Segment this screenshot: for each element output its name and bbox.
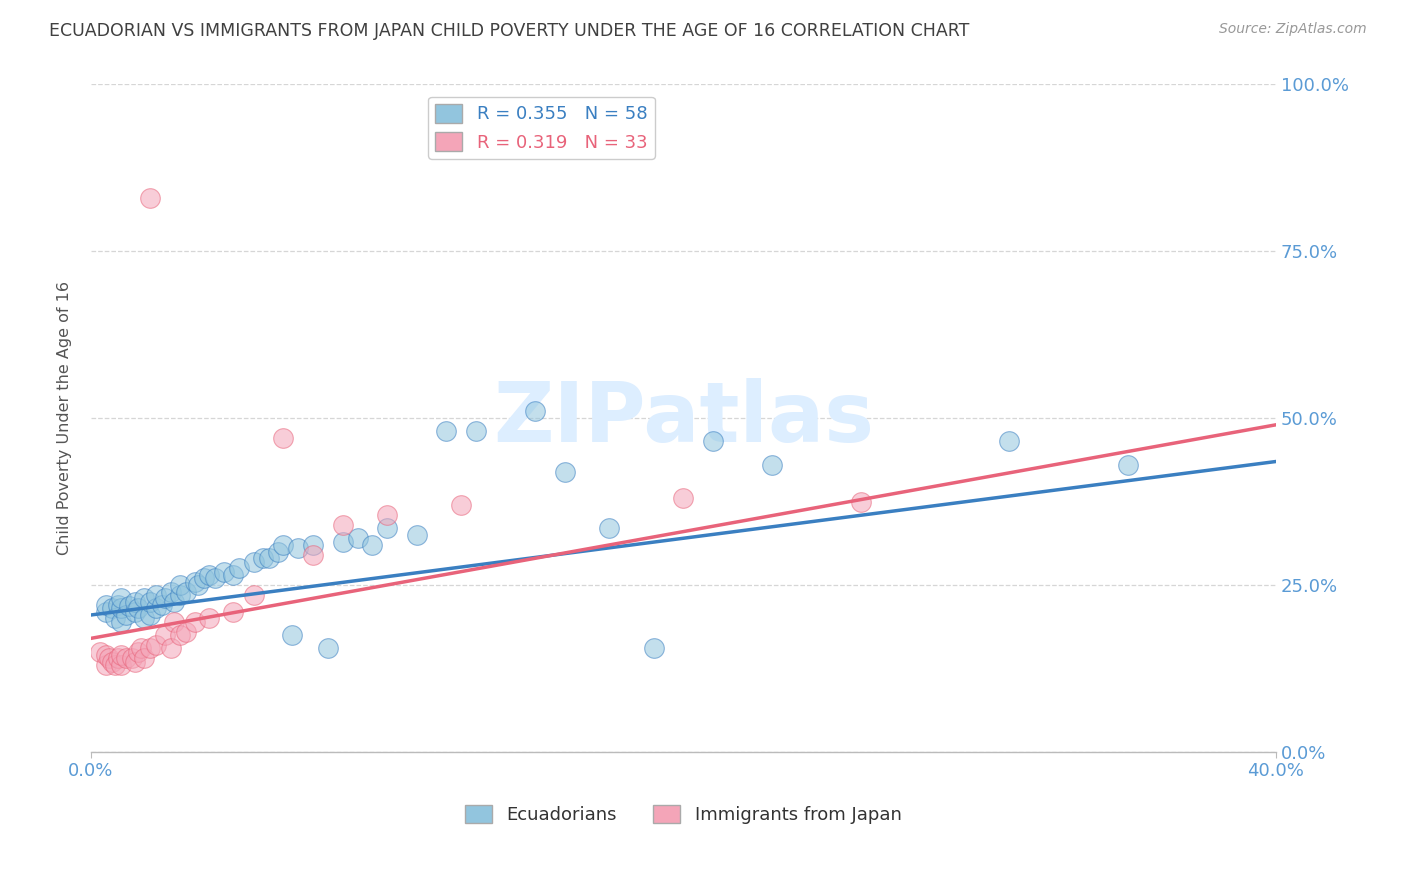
Point	[598, 521, 620, 535]
Point	[94, 648, 117, 662]
Point	[198, 568, 221, 582]
Point	[273, 538, 295, 552]
Point	[134, 651, 156, 665]
Point	[94, 605, 117, 619]
Point	[287, 541, 309, 556]
Point	[169, 628, 191, 642]
Point	[1116, 458, 1139, 472]
Point	[107, 651, 129, 665]
Point	[134, 591, 156, 606]
Point	[134, 611, 156, 625]
Point	[554, 465, 576, 479]
Y-axis label: Child Poverty Under the Age of 16: Child Poverty Under the Age of 16	[58, 281, 72, 555]
Point	[436, 425, 458, 439]
Point	[94, 598, 117, 612]
Point	[139, 607, 162, 622]
Point	[139, 594, 162, 608]
Point	[127, 601, 149, 615]
Point	[127, 645, 149, 659]
Point	[139, 641, 162, 656]
Point	[672, 491, 695, 506]
Point	[346, 531, 368, 545]
Point	[89, 645, 111, 659]
Point	[169, 578, 191, 592]
Point	[169, 588, 191, 602]
Point	[107, 598, 129, 612]
Point	[266, 544, 288, 558]
Point	[110, 658, 132, 673]
Point	[97, 651, 120, 665]
Point	[332, 534, 354, 549]
Point	[375, 508, 398, 522]
Point	[332, 517, 354, 532]
Point	[257, 551, 280, 566]
Point	[222, 605, 245, 619]
Point	[465, 425, 488, 439]
Point	[160, 641, 183, 656]
Point	[281, 628, 304, 642]
Point	[104, 658, 127, 673]
Point	[243, 555, 266, 569]
Text: ZIPatlas: ZIPatlas	[494, 377, 875, 458]
Point	[124, 605, 146, 619]
Point	[302, 548, 325, 562]
Point	[187, 578, 209, 592]
Point	[761, 458, 783, 472]
Point	[150, 598, 173, 612]
Legend: Ecuadorians, Immigrants from Japan: Ecuadorians, Immigrants from Japan	[458, 797, 908, 831]
Point	[145, 601, 167, 615]
Point	[121, 651, 143, 665]
Point	[198, 611, 221, 625]
Text: Source: ZipAtlas.com: Source: ZipAtlas.com	[1219, 22, 1367, 37]
Point	[450, 498, 472, 512]
Point	[129, 641, 152, 656]
Point	[316, 641, 339, 656]
Point	[851, 494, 873, 508]
Point	[115, 651, 138, 665]
Point	[124, 655, 146, 669]
Point	[643, 641, 665, 656]
Point	[243, 588, 266, 602]
Point	[139, 191, 162, 205]
Point	[375, 521, 398, 535]
Point	[153, 628, 176, 642]
Point	[193, 571, 215, 585]
Point	[145, 588, 167, 602]
Point	[405, 528, 427, 542]
Point	[228, 561, 250, 575]
Point	[702, 434, 724, 449]
Point	[361, 538, 384, 552]
Point	[222, 568, 245, 582]
Point	[998, 434, 1021, 449]
Point	[124, 594, 146, 608]
Point	[212, 565, 235, 579]
Point	[100, 601, 122, 615]
Point	[145, 638, 167, 652]
Point	[273, 431, 295, 445]
Point	[524, 404, 547, 418]
Point	[163, 594, 186, 608]
Point	[204, 571, 226, 585]
Point	[160, 584, 183, 599]
Point	[110, 601, 132, 615]
Point	[94, 658, 117, 673]
Point	[110, 615, 132, 629]
Point	[110, 648, 132, 662]
Point	[163, 615, 186, 629]
Point	[174, 584, 197, 599]
Point	[183, 615, 205, 629]
Point	[118, 599, 141, 614]
Text: ECUADORIAN VS IMMIGRANTS FROM JAPAN CHILD POVERTY UNDER THE AGE OF 16 CORRELATIO: ECUADORIAN VS IMMIGRANTS FROM JAPAN CHIL…	[49, 22, 970, 40]
Point	[104, 611, 127, 625]
Point	[100, 655, 122, 669]
Point	[110, 591, 132, 606]
Point	[252, 551, 274, 566]
Point	[174, 624, 197, 639]
Point	[153, 591, 176, 606]
Point	[115, 607, 138, 622]
Point	[302, 538, 325, 552]
Point	[183, 574, 205, 589]
